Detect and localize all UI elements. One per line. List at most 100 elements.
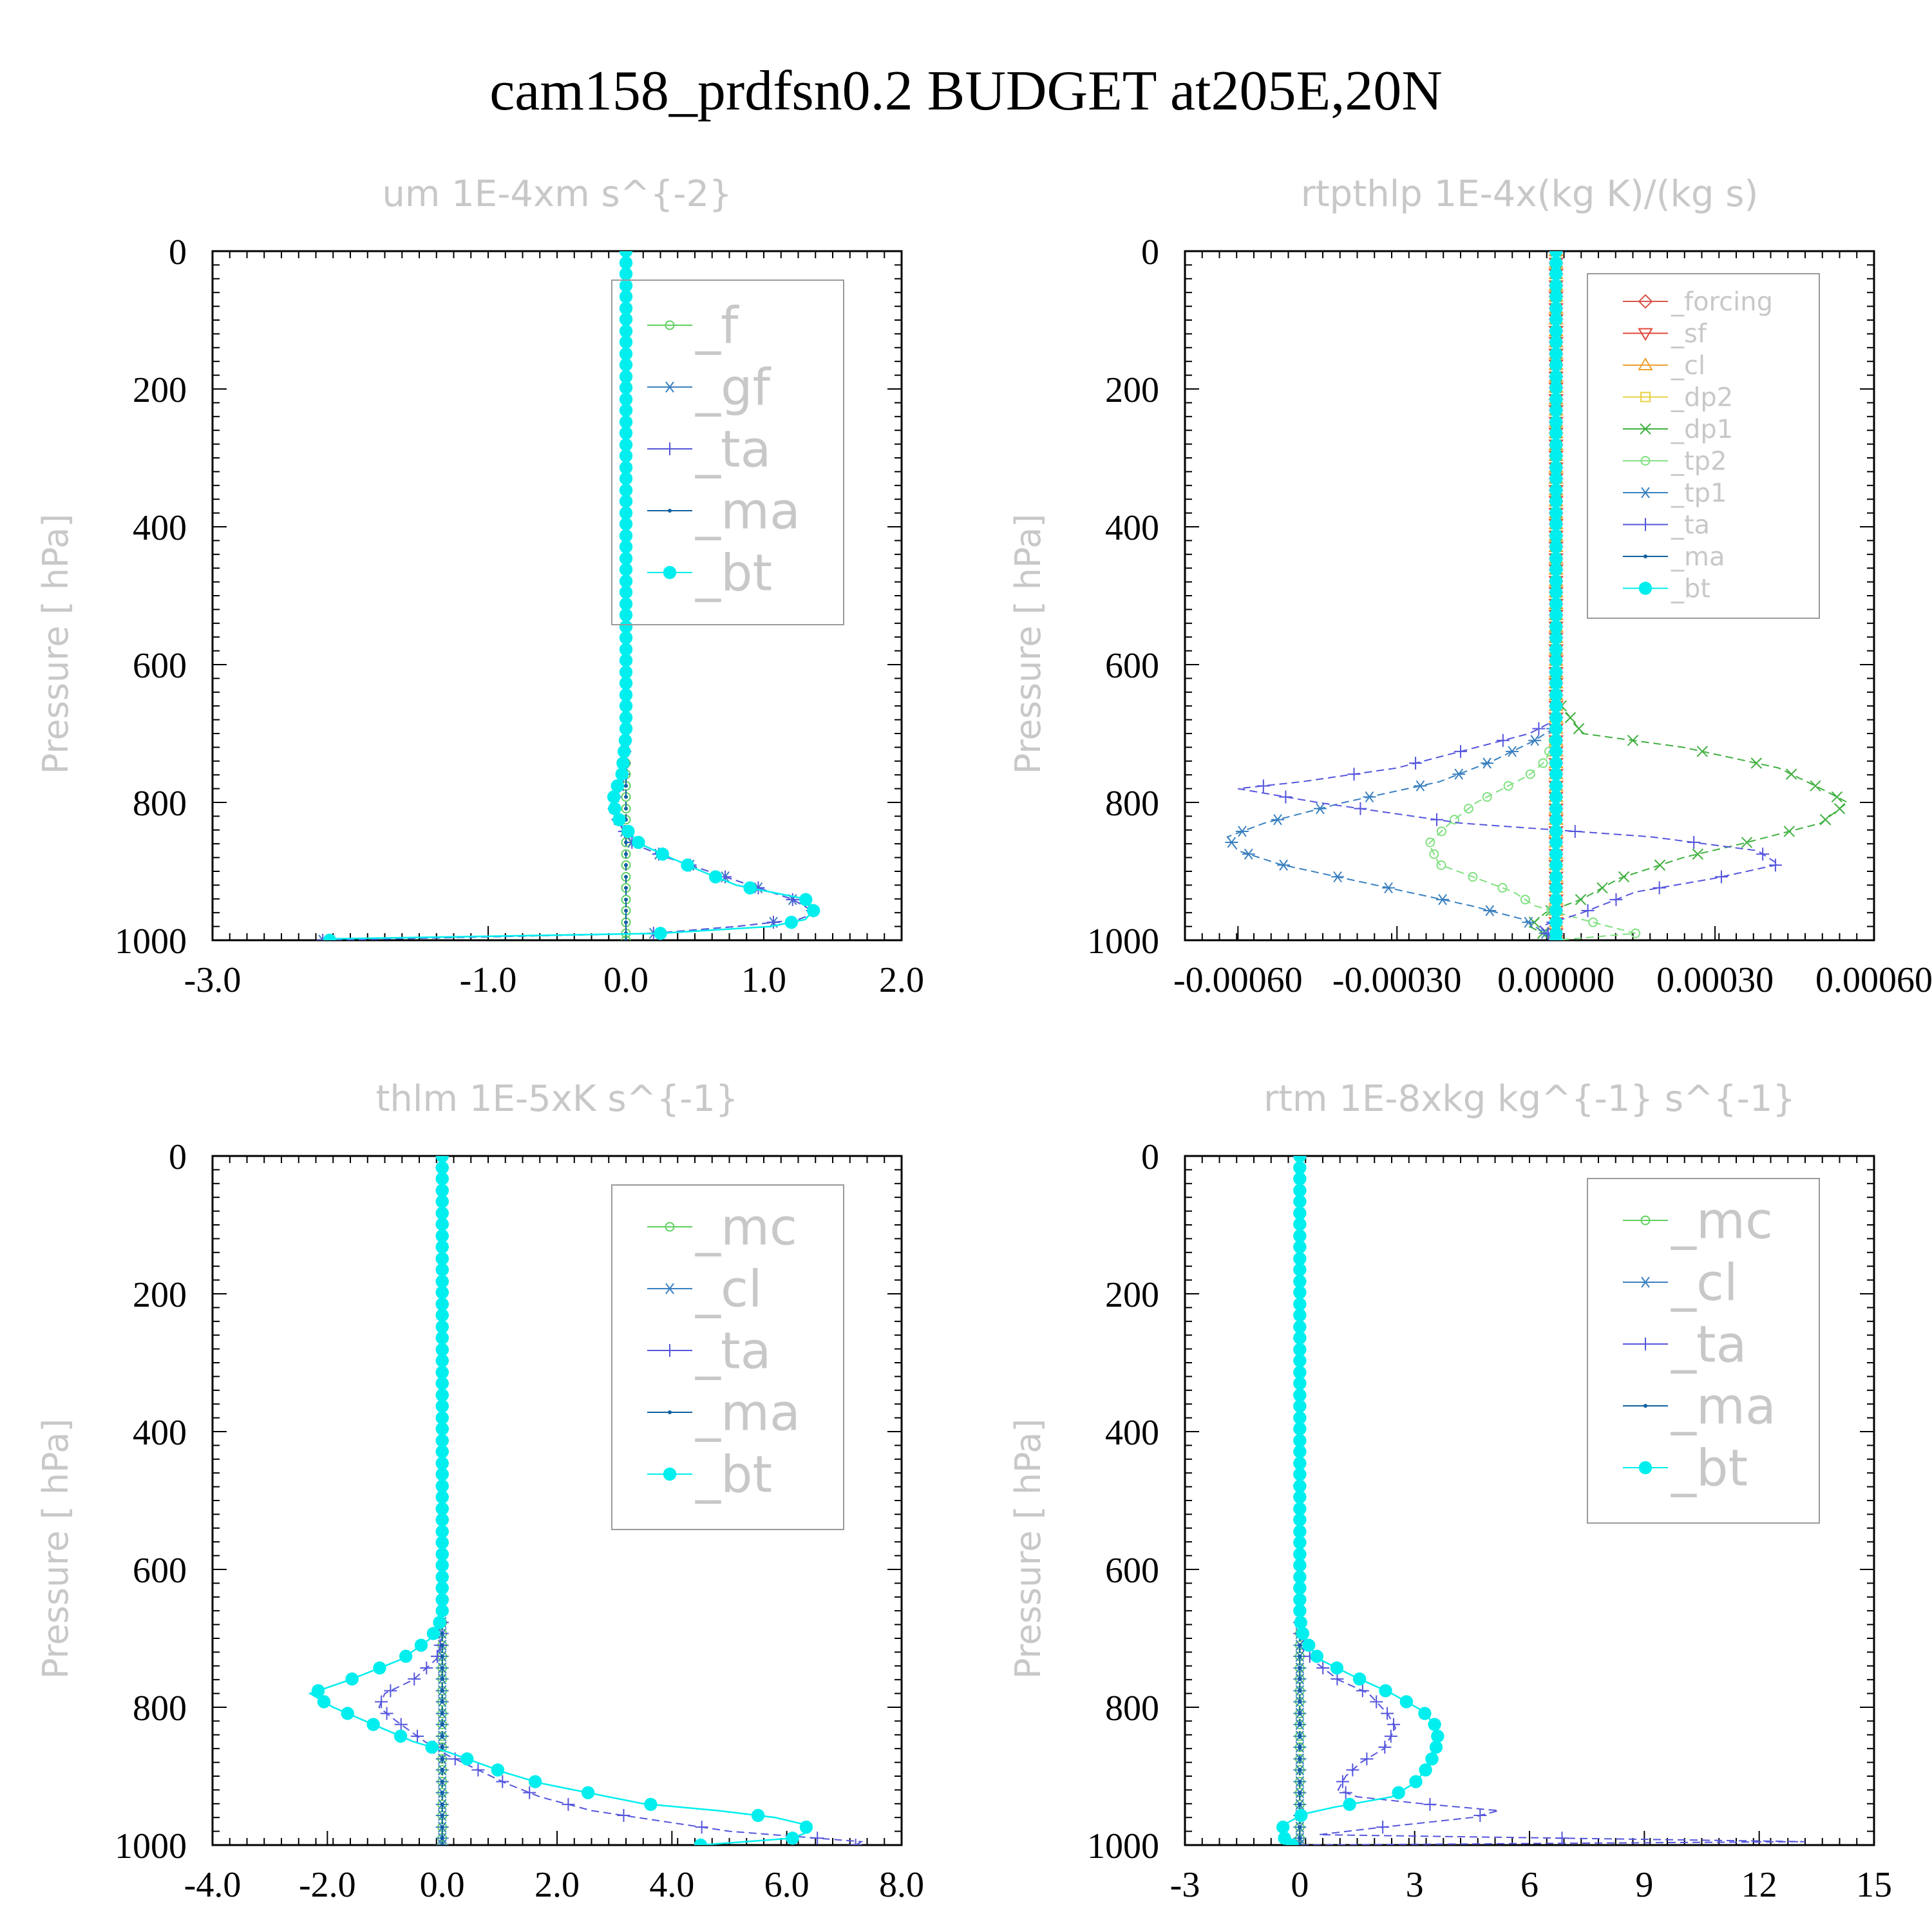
data-point [1549,643,1563,656]
data-point [435,1343,449,1356]
legend-item: _bt [1623,1439,1748,1497]
data-point [1831,791,1843,803]
data-point [373,1661,386,1675]
data-point [1549,301,1563,316]
data-point [1293,1604,1307,1618]
data-point [435,1195,449,1208]
data-point [1298,1643,1302,1647]
data-point [1549,370,1563,383]
y-tick-label: 800 [1105,784,1159,824]
data-point [1549,392,1563,406]
data-point [1293,1839,1307,1845]
y-tick-label: 0 [169,1137,187,1177]
data-point [1425,837,1435,848]
data-point [1414,780,1427,791]
y-tick-label: 0 [1141,232,1159,272]
data-point [1425,1752,1439,1766]
data-point [1392,1786,1405,1799]
data-point [1313,803,1327,815]
data-point [1293,1308,1307,1322]
data-point [1379,1684,1392,1698]
data-point [1298,1666,1302,1671]
data-point [619,620,633,634]
data-point [1298,1745,1302,1750]
data-point [435,1839,449,1845]
data-point [435,1156,449,1163]
data-point [1370,1695,1383,1709]
data-point [1428,1718,1441,1731]
data-point [1298,1734,1302,1738]
data-point [799,1820,813,1834]
data-point [1354,802,1367,815]
data-point [619,336,633,349]
data-point [435,1548,449,1561]
x-tick-label: 0.00000 [1497,960,1615,1000]
data-point [619,574,633,588]
data-point [1336,1775,1349,1788]
series-bt [1549,251,1563,940]
data-point [1549,449,1563,462]
data-point [1430,813,1443,826]
x-tick-label: 0 [1291,1865,1309,1905]
legend-marker [1638,1461,1653,1475]
data-point [1293,1365,1307,1379]
legend-label: _ma [695,1384,800,1442]
x-tick-label: 4.0 [649,1865,694,1905]
data-point [581,1786,595,1799]
data-point [1549,904,1563,918]
data-point [316,934,330,940]
data-point [435,1581,449,1595]
data-point [1549,756,1563,770]
data-point [619,552,633,565]
data-point [1483,905,1497,916]
data-point [618,744,631,759]
y-tick-label: 1000 [1087,1826,1159,1866]
data-point [435,1217,449,1231]
series-line [378,1156,864,1845]
legend-marker [665,320,675,330]
legend-marker [1639,487,1652,498]
data-layer [308,1156,864,1845]
data-point [435,1308,449,1322]
data-point [624,875,628,879]
data-point [440,1643,444,1647]
data-point [1549,933,1563,940]
data-point [1298,1836,1302,1841]
legend-marker [1638,294,1653,309]
data-point [1293,1343,1307,1356]
data-point [624,784,628,788]
y-tick-label: 400 [133,1413,187,1453]
data-point [1293,1468,1307,1481]
x-tick-label: 0.00060 [1815,960,1932,1000]
data-layer [1225,251,1849,940]
data-point [619,529,633,543]
data-point [1549,585,1563,599]
data-point [1225,837,1238,848]
data-point [1256,779,1270,793]
data-point [608,802,621,815]
data-point [743,881,757,895]
y-tick-label: 1000 [115,922,187,961]
legend-marker [1639,518,1652,531]
data-point [1549,802,1563,815]
data-point [1409,1775,1423,1788]
data-point [1549,881,1563,895]
data-point [1331,871,1345,883]
data-point [1418,1707,1432,1720]
data-point [621,935,631,940]
data-point [619,438,633,451]
legend-item: _cl [1623,351,1705,381]
data-point [1298,1779,1302,1784]
data-point [694,1838,708,1845]
x-tick-label: -1.0 [460,960,517,1000]
data-point [1573,723,1585,735]
legend-marker [1639,1276,1652,1288]
data-point [1242,848,1255,860]
x-tick-label: 6.0 [764,1865,810,1905]
data-point [1618,871,1630,883]
data-point [1783,826,1795,837]
data-point [1293,1434,1307,1448]
data-point [1293,1422,1307,1435]
data-point [1568,824,1582,838]
legend-item: _ta [647,421,771,478]
